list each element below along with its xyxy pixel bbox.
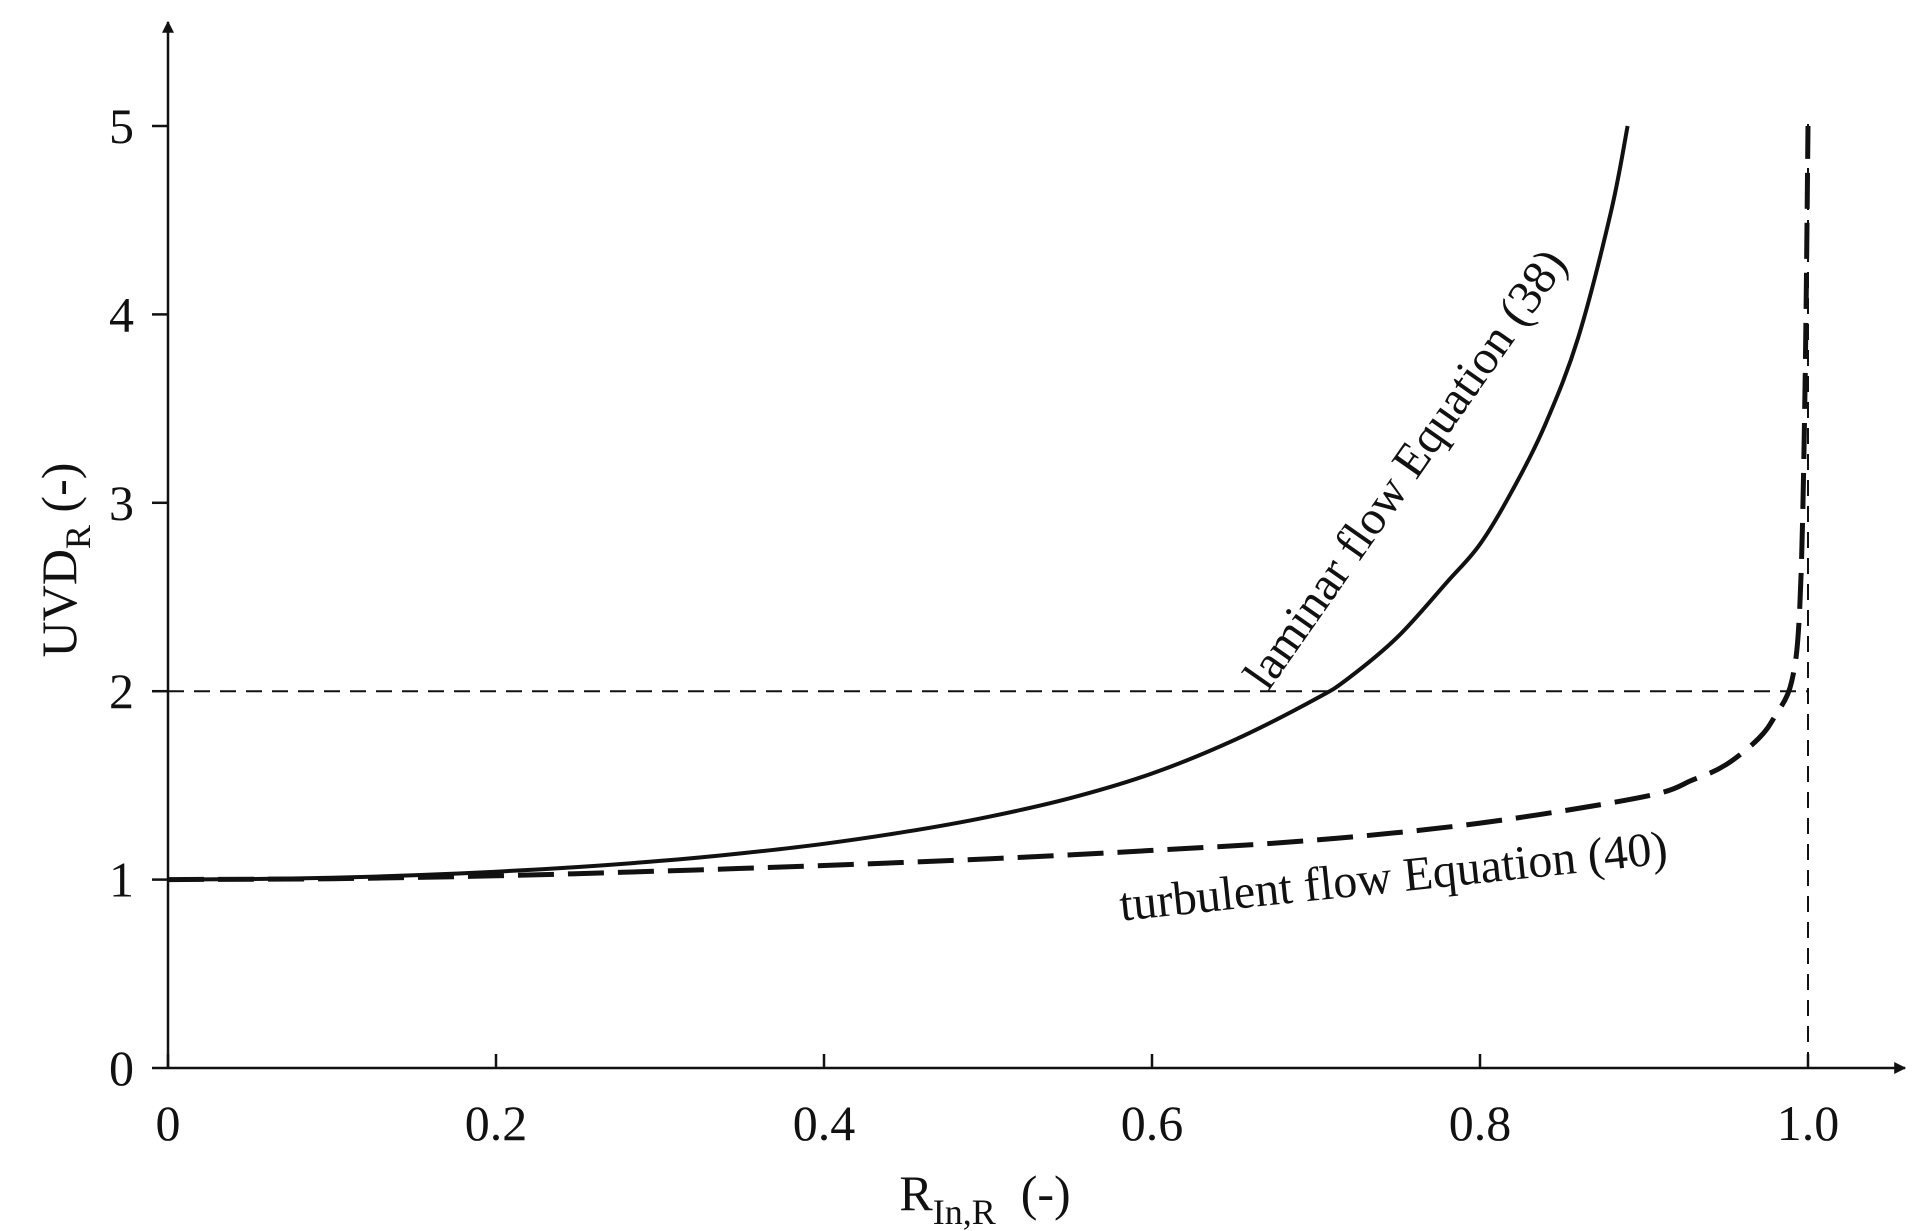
- axes: [162, 20, 1907, 1074]
- y-tick-label: 2: [109, 663, 134, 719]
- x-tick-label: 0.4: [793, 1095, 856, 1151]
- y-tick-label: 4: [109, 286, 134, 342]
- y-tick-label: 0: [109, 1040, 134, 1096]
- x-tick-label: 0.8: [1449, 1095, 1512, 1151]
- y-tick-label: 3: [109, 475, 134, 531]
- x-axis-title: RIn,R (-): [899, 1165, 1070, 1231]
- series-layer: [167, 125, 1811, 883]
- y-axis-title: UVDR (-): [31, 463, 98, 658]
- series-label-turbulent: turbulent flow Equation (40): [1117, 821, 1670, 931]
- x-tick-label: 0: [156, 1095, 181, 1151]
- ticks: 0 0.2 0.4 0.6 0.8 1.0 0 1 2 3 4 5: [109, 98, 1839, 1151]
- x-tick-label: 0.2: [465, 1095, 528, 1151]
- x-tick-label: 0.6: [1121, 1095, 1184, 1151]
- y-tick-label: 5: [109, 98, 134, 154]
- y-tick-label: 1: [109, 852, 134, 908]
- series-turbulent-line: [167, 125, 1811, 883]
- labels: RIn,R (-)UVDR (-) laminar flow Equation (…: [31, 239, 1670, 1231]
- x-tick-label: 1.0: [1777, 1095, 1840, 1151]
- series-laminar-line: [167, 125, 1630, 882]
